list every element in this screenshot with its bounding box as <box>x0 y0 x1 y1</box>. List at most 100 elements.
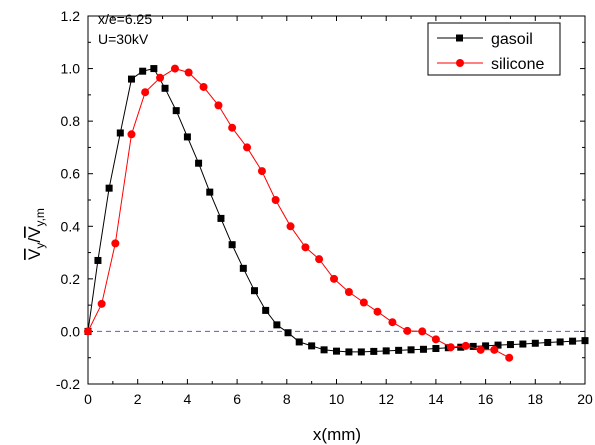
data-point-gasoil <box>556 338 564 346</box>
annotation-x-over-e: x/e=6.25 <box>98 11 152 27</box>
x-tick-label: 16 <box>478 391 494 407</box>
data-point-gasoil <box>519 340 527 348</box>
y-tick-label: 0.4 <box>61 218 81 234</box>
data-point-gasoil <box>228 241 236 249</box>
data-point-silicone <box>461 341 470 350</box>
data-point-silicone <box>257 167 266 176</box>
series-gasoil <box>84 65 589 356</box>
data-point-gasoil <box>333 347 340 355</box>
x-tick-label: 20 <box>577 391 593 407</box>
data-point-silicone <box>418 327 427 336</box>
data-point-silicone <box>344 288 353 296</box>
data-point-silicone <box>301 243 310 252</box>
x-axis-title: x(mm) <box>313 425 361 444</box>
y-tick-label: 1.2 <box>61 8 81 24</box>
legend-marker-silicone <box>456 59 464 67</box>
data-point-gasoil <box>569 337 577 345</box>
data-point-silicone <box>214 101 223 110</box>
data-point-gasoil <box>432 345 440 353</box>
data-point-gasoil <box>345 348 353 356</box>
data-point-silicone <box>199 82 208 91</box>
data-point-gasoil <box>239 264 247 272</box>
annotation-voltage: U=30kV <box>98 31 149 47</box>
y-title-sub-2: y,m <box>33 208 47 226</box>
data-point-gasoil <box>94 256 102 264</box>
data-point-gasoil <box>457 343 465 351</box>
data-point-gasoil <box>581 337 589 345</box>
data-point-silicone <box>228 123 237 132</box>
data-point-gasoil <box>407 346 415 354</box>
data-point-gasoil <box>544 338 552 346</box>
y-title-main-2: V <box>25 226 44 238</box>
data-point-gasoil <box>150 65 158 73</box>
data-point-gasoil <box>127 75 135 83</box>
data-point-silicone <box>141 88 150 97</box>
data-point-gasoil <box>206 188 214 196</box>
data-point-silicone <box>446 343 455 352</box>
data-point-silicone <box>476 345 485 354</box>
y-tick-label: 0.0 <box>61 323 81 339</box>
data-point-gasoil <box>308 342 316 350</box>
svg-text:Vy/Vy,m: Vy/Vy,m <box>25 208 47 260</box>
data-point-silicone <box>127 130 136 139</box>
y-tick-label: -0.2 <box>56 376 80 392</box>
data-point-gasoil <box>482 342 490 350</box>
y-title-sub-1: y <box>33 243 47 249</box>
data-point-gasoil <box>161 84 169 92</box>
data-point-gasoil <box>494 341 502 349</box>
data-point-silicone <box>271 196 280 204</box>
data-point-gasoil <box>284 329 292 337</box>
data-point-gasoil <box>105 184 113 192</box>
x-tick-label: 10 <box>329 391 345 407</box>
data-point-gasoil <box>395 346 403 354</box>
data-point-gasoil <box>217 214 225 222</box>
x-tick-label: 12 <box>378 391 394 407</box>
data-point-silicone <box>170 64 179 73</box>
data-point-gasoil <box>195 159 203 167</box>
y-tick-label: 0.2 <box>61 271 81 287</box>
y-title-separator: / <box>25 238 44 243</box>
data-point-silicone <box>388 318 397 327</box>
data-point-silicone <box>431 335 440 344</box>
x-tick-label: 2 <box>134 391 142 407</box>
y-tick-label: 0.6 <box>61 166 81 182</box>
x-tick-label: 4 <box>184 391 192 407</box>
legend-marker-gasoil <box>456 34 463 42</box>
axis-ticks <box>87 15 586 385</box>
data-point-gasoil <box>116 129 124 137</box>
series-layer <box>84 64 589 362</box>
data-point-gasoil <box>273 321 281 329</box>
y-axis-title: Vy/Vy,m <box>25 208 47 260</box>
legend-label-gasoil: gasoil <box>491 31 533 48</box>
x-tick-label: 8 <box>283 391 291 407</box>
data-point-gasoil <box>262 306 270 314</box>
data-point-silicone <box>315 255 324 264</box>
data-point-silicone <box>505 353 514 362</box>
data-point-gasoil <box>295 338 303 346</box>
series-line-silicone <box>87 68 510 359</box>
data-point-silicone <box>111 239 120 248</box>
legend-box <box>427 22 561 76</box>
data-point-silicone <box>156 73 165 82</box>
data-point-silicone <box>490 345 499 354</box>
data-point-gasoil <box>172 107 180 115</box>
data-point-gasoil <box>320 346 328 354</box>
data-point-gasoil <box>506 341 514 349</box>
data-point-gasoil <box>357 348 365 356</box>
data-point-gasoil <box>531 339 539 347</box>
series-line-gasoil <box>87 68 586 353</box>
data-point-gasoil <box>419 345 427 353</box>
data-point-gasoil <box>469 342 477 350</box>
data-point-gasoil <box>370 347 378 355</box>
plot-area: 0 2 4 6 8 10 12 14 16 18 20 -0.2 0.0 0.2 0.4 0.6 0.8 1.0 1… <box>56 8 593 407</box>
data-point-gasoil <box>382 347 390 355</box>
data-point-silicone <box>184 68 193 77</box>
data-point-gasoil <box>250 287 258 295</box>
series-silicone <box>84 64 514 362</box>
data-point-silicone <box>286 222 295 231</box>
data-point-gasoil <box>139 67 147 75</box>
data-point-silicone <box>97 299 106 308</box>
data-point-silicone <box>243 143 252 152</box>
data-point-silicone <box>359 298 368 307</box>
axis-tick-labels: 0 2 4 6 8 10 12 14 16 18 20 -0.2 0.0 0.2 0.4 0.6 0.8 1.0 1… <box>56 8 593 407</box>
